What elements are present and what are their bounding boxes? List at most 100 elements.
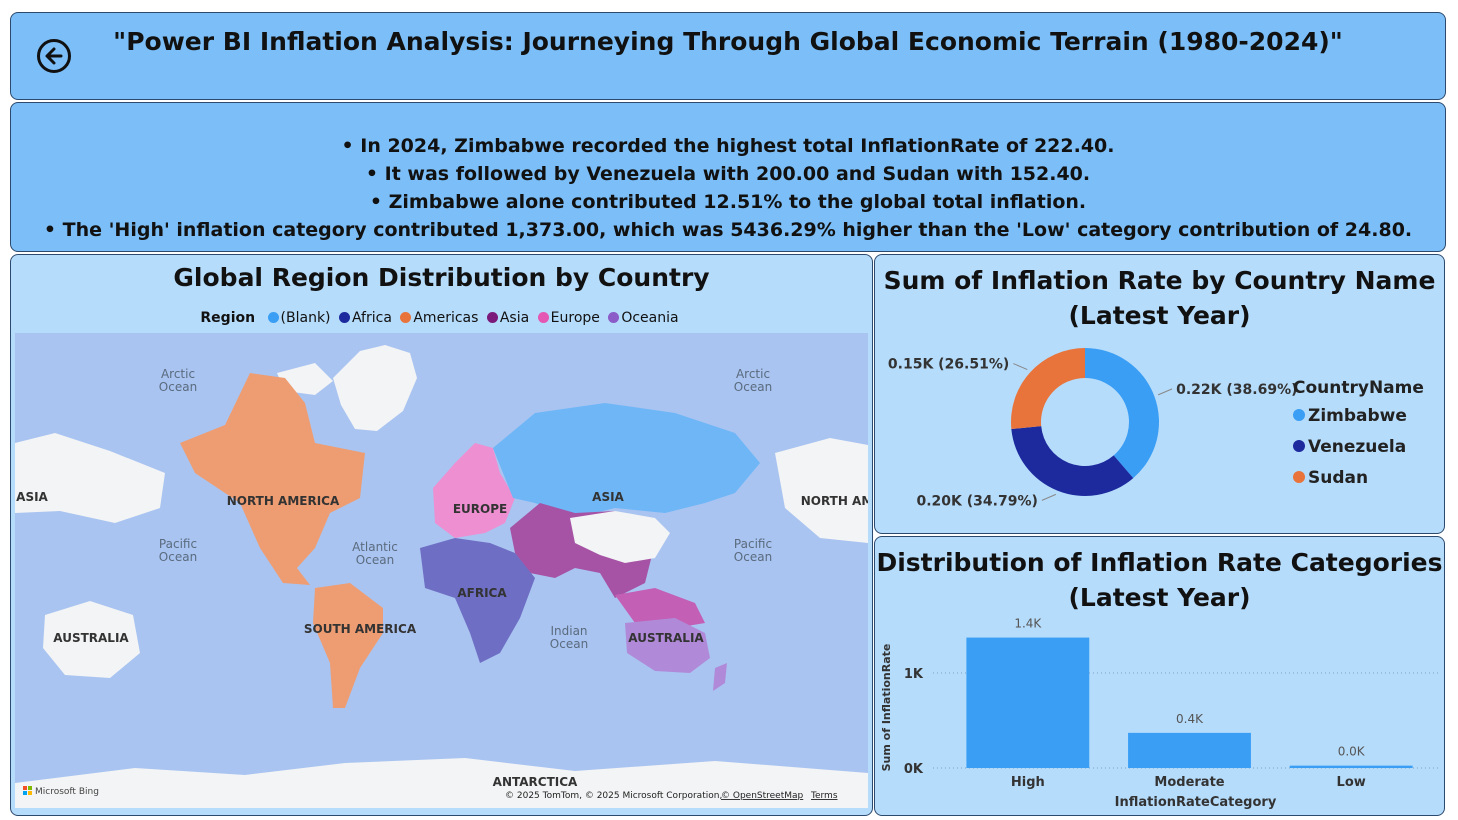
donut-legend-item[interactable]: Sudan — [1308, 468, 1368, 488]
legend-item-europe[interactable]: Europe — [537, 310, 600, 326]
legend-item-americas[interactable]: Americas — [400, 310, 478, 326]
bar-high[interactable] — [966, 637, 1090, 768]
legend-label: (Blank) — [280, 310, 331, 326]
antarctica-shape — [15, 758, 868, 808]
donut-legend-item[interactable]: Venezuela — [1308, 437, 1406, 457]
insights-list: • In 2024, Zimbabwe recorded the highest… — [11, 132, 1445, 244]
header-banner: "Power BI Inflation Analysis: Journeying… — [10, 12, 1446, 100]
legend-dot — [608, 312, 620, 323]
donut-legend-title: CountryName — [1293, 378, 1424, 398]
oceania-shape — [625, 618, 710, 673]
asia-blank-shape — [493, 403, 760, 518]
map-label: AUSTRALIA — [53, 631, 129, 645]
terms-link[interactable]: Terms — [810, 791, 838, 801]
donut-slice-zimbabwe[interactable] — [1085, 348, 1159, 479]
australia-left-shape — [43, 601, 140, 678]
donut-data-label: 0.15K (26.51%) — [888, 357, 1009, 373]
y-tick-label: 1K — [904, 667, 924, 682]
donut-leader-line — [1041, 493, 1057, 501]
legend-label: Asia — [499, 310, 530, 326]
map-label: Atlantic — [352, 540, 398, 554]
bar-low[interactable] — [1289, 765, 1413, 768]
legend-item-blank[interactable]: (Blank) — [267, 310, 331, 326]
bar-chart[interactable]: 0K 1K Sum of InflationRate 1.4K High 0.4K Mode… — [875, 615, 1444, 815]
legend-item-asia[interactable]: Asia — [486, 310, 530, 326]
china-shape — [570, 511, 670, 563]
europe-shape — [433, 443, 515, 538]
map-label: Pacific — [734, 537, 772, 551]
x-tick-label: Moderate — [1154, 775, 1224, 790]
arrow-left-icon — [45, 47, 63, 65]
donut-legend-dot — [1293, 471, 1305, 483]
back-button[interactable] — [37, 39, 71, 73]
map-label: NORTH AMERICA — [227, 494, 340, 508]
donut-leader-line — [1013, 363, 1028, 370]
donut-leader-line — [1157, 388, 1173, 396]
map-label: EUROPE — [453, 502, 507, 516]
map-label: ANTARCTICA — [493, 775, 578, 789]
bing-text: Microsoft Bing — [35, 787, 99, 797]
map-label: NORTH AM — [801, 494, 868, 508]
legend-label: Oceania — [621, 310, 679, 326]
donut-slice-sudan[interactable] — [1011, 348, 1085, 430]
map-label: Ocean — [159, 550, 197, 564]
x-tick-label: High — [1011, 775, 1045, 790]
map-label: ASIA — [592, 490, 624, 504]
legend-title: Region — [200, 310, 256, 326]
world-map[interactable]: Arctic Ocean Arctic Ocean Pacific Ocean … — [15, 333, 868, 808]
americas-south-shape — [313, 583, 383, 708]
map-label: ASIA — [16, 490, 48, 504]
donut-title-line1: Sum of Inflation Rate by Country Name — [883, 266, 1436, 295]
legend-label: Europe — [550, 310, 600, 326]
bing-logo: Microsoft Bing — [23, 786, 99, 797]
donut-legend-dot — [1293, 440, 1305, 452]
map-title: Global Region Distribution by Country — [173, 263, 710, 292]
new-zealand-shape — [713, 663, 727, 691]
page-title: "Power BI Inflation Analysis: Journeying… — [113, 27, 1343, 56]
x-tick-label: Low — [1337, 775, 1366, 790]
map-label: Arctic — [736, 367, 770, 381]
y-tick-label: 0K — [904, 762, 924, 777]
africa-shape — [420, 538, 535, 663]
map-label: Arctic — [161, 367, 195, 381]
map-label: Ocean — [356, 553, 394, 567]
donut-chart[interactable]: 0.22K (38.69%) 0.20K (34.79%) 0.15K (26.51… — [875, 335, 1444, 535]
map-label: Pacific — [159, 537, 197, 551]
map-copyright: © 2025 TomTom, © 2025 Microsoft Corporat… — [505, 791, 722, 801]
americas-north-shape — [180, 373, 365, 585]
x-axis-label: InflationRateCategory — [1115, 795, 1277, 810]
map-label: Ocean — [159, 380, 197, 394]
map-visual[interactable]: Global Region Distribution by Country Re… — [10, 254, 873, 816]
donut-data-label: 0.22K (38.69%) — [1176, 382, 1297, 398]
map-label: AFRICA — [457, 586, 507, 600]
legend-label: Americas — [413, 310, 479, 326]
legend-dot — [486, 312, 498, 323]
bar-data-label: 0.4K — [1176, 712, 1204, 726]
greenland-shape — [333, 345, 417, 431]
donut-chart-panel: Sum of Inflation Rate by Country Name (L… — [874, 254, 1445, 534]
bar-data-label: 1.4K — [1014, 617, 1042, 631]
donut-legend-dot — [1293, 409, 1305, 421]
asia-left-land-shape — [15, 433, 165, 523]
bar-chart-panel: Distribution of Inflation Rate Categorie… — [874, 536, 1445, 816]
osm-link[interactable]: © OpenStreetMap — [721, 791, 804, 801]
donut-title-line2: (Latest Year) — [1068, 301, 1251, 330]
bar-moderate[interactable] — [1128, 732, 1251, 768]
donut-slice-venezuela[interactable] — [1011, 426, 1134, 496]
bar-title-line2: (Latest Year) — [1068, 583, 1251, 612]
insight-item: • The 'High' inflation category contribu… — [43, 219, 1413, 241]
legend-dot — [537, 312, 549, 323]
insight-item: • In 2024, Zimbabwe recorded the highest… — [341, 135, 1115, 157]
map-label: Ocean — [734, 380, 772, 394]
y-axis-label: Sum of InflationRate — [880, 644, 893, 772]
legend-item-africa[interactable]: Africa — [338, 310, 392, 326]
legend-item-oceania[interactable]: Oceania — [608, 310, 679, 326]
asia-right-land-shape — [775, 438, 868, 543]
legend-dot — [267, 312, 279, 323]
donut-legend-item[interactable]: Zimbabwe — [1308, 406, 1407, 426]
insights-panel: • In 2024, Zimbabwe recorded the highest… — [10, 102, 1446, 252]
bar-data-label: 0.0K — [1338, 745, 1366, 759]
map-label: Indian — [550, 624, 587, 638]
map-legend: Region (Blank) Africa Americas Asia Euro… — [11, 310, 872, 326]
legend-label: Africa — [351, 310, 392, 326]
